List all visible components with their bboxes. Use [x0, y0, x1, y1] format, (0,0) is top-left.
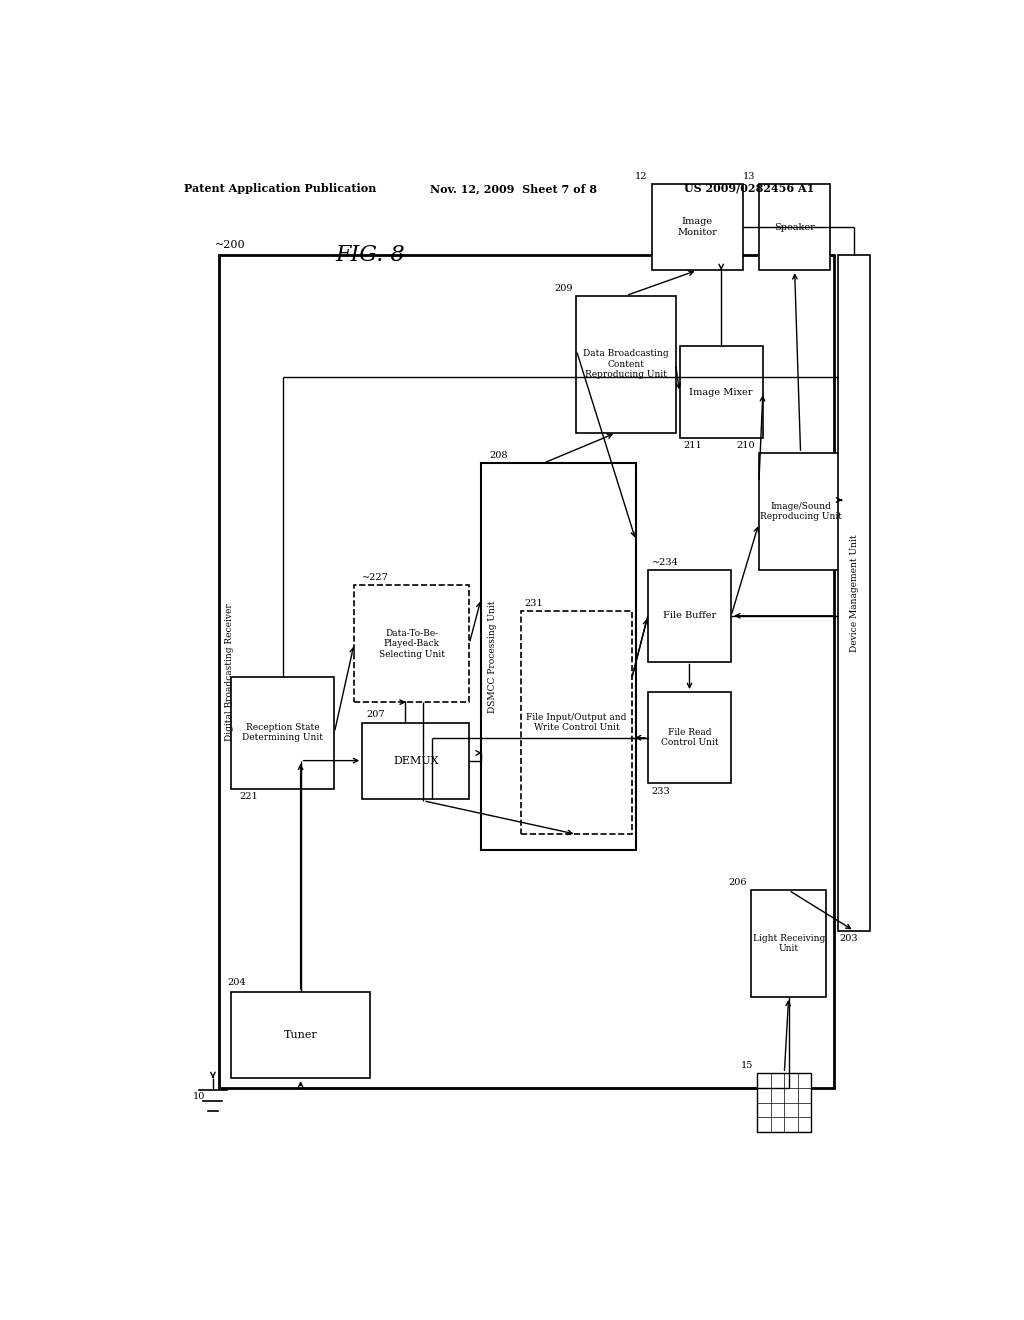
Text: Data-To-Be-
Played-Back
Selecting Unit: Data-To-Be- Played-Back Selecting Unit: [379, 628, 444, 659]
Text: 211: 211: [684, 441, 702, 450]
Text: Speaker: Speaker: [774, 223, 815, 231]
Text: Image Mixer: Image Mixer: [689, 388, 753, 397]
Text: Nov. 12, 2009  Sheet 7 of 8: Nov. 12, 2009 Sheet 7 of 8: [430, 183, 597, 194]
Bar: [839, 255, 870, 931]
Text: Tuner: Tuner: [284, 1030, 317, 1040]
Text: File Input/Output and
Write Control Unit: File Input/Output and Write Control Unit: [526, 713, 627, 733]
Text: ~227: ~227: [362, 573, 389, 582]
Text: DEMUX: DEMUX: [393, 755, 438, 766]
Text: FIG. 8: FIG. 8: [335, 244, 404, 265]
Bar: [759, 183, 830, 271]
Text: 203: 203: [840, 935, 858, 942]
Text: File Read
Control Unit: File Read Control Unit: [660, 729, 718, 747]
Bar: [354, 585, 469, 702]
Bar: [759, 453, 842, 570]
Bar: [648, 570, 731, 661]
Bar: [751, 890, 826, 997]
Text: Image
Monitor: Image Monitor: [678, 218, 718, 236]
Text: Device Management Unit: Device Management Unit: [850, 535, 859, 652]
Text: 13: 13: [742, 172, 755, 181]
Text: Reception State
Determining Unit: Reception State Determining Unit: [243, 723, 324, 742]
Text: Digital Broadcasting Receiver: Digital Broadcasting Receiver: [225, 603, 234, 741]
Bar: [231, 991, 370, 1078]
Text: Patent Application Publication: Patent Application Publication: [183, 183, 376, 194]
Bar: [219, 255, 835, 1089]
Text: 10: 10: [194, 1092, 206, 1101]
Bar: [680, 346, 763, 438]
Bar: [577, 296, 676, 433]
Bar: [481, 463, 636, 850]
Text: 231: 231: [524, 599, 544, 607]
Text: 210: 210: [736, 441, 755, 450]
Text: File Buffer: File Buffer: [663, 611, 716, 620]
Text: US 2009/0282456 A1: US 2009/0282456 A1: [684, 183, 814, 194]
Bar: [648, 692, 731, 784]
Text: Light Receiving
Unit: Light Receiving Unit: [753, 933, 824, 953]
Bar: [758, 1073, 811, 1133]
Bar: [521, 611, 632, 834]
Bar: [231, 677, 334, 788]
Text: ~200: ~200: [215, 240, 246, 249]
Text: 209: 209: [554, 284, 572, 293]
Text: Image/Sound
Reproducing Unit: Image/Sound Reproducing Unit: [760, 502, 842, 521]
Text: 12: 12: [635, 172, 648, 181]
Bar: [362, 722, 469, 799]
Text: 221: 221: [240, 792, 258, 801]
Text: 15: 15: [741, 1061, 754, 1071]
Text: 207: 207: [367, 710, 385, 719]
Bar: [652, 183, 743, 271]
Text: Data Broadcasting
Content
Reproducing Unit: Data Broadcasting Content Reproducing Un…: [584, 350, 669, 379]
Text: 208: 208: [489, 451, 508, 461]
Text: 206: 206: [728, 878, 748, 887]
Text: 233: 233: [652, 787, 671, 796]
Text: 204: 204: [227, 978, 246, 987]
Text: DSMCC Processing Unit: DSMCC Processing Unit: [487, 601, 497, 713]
Text: ~234: ~234: [652, 558, 679, 568]
